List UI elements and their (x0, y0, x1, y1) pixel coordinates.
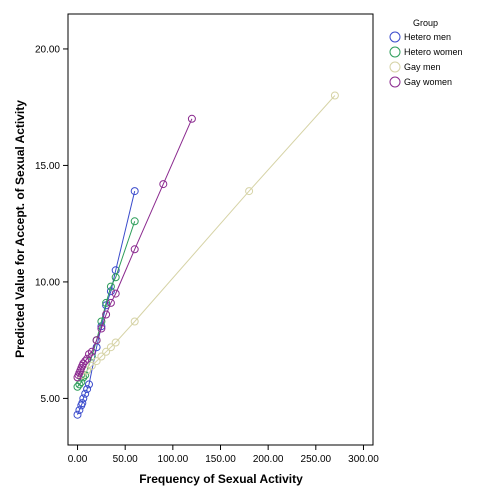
data-point (102, 298, 111, 307)
data-point (81, 357, 90, 366)
data-point (97, 352, 106, 361)
data-point (159, 180, 168, 189)
y-tick-label: 10.00 (35, 277, 60, 288)
legend-label: Hetero women (404, 47, 463, 57)
x-tick-label: 150.00 (205, 454, 236, 465)
data-point (102, 310, 111, 319)
data-point (106, 282, 115, 291)
x-axis-title: Frequency of Sexual Activity (139, 472, 303, 486)
data-point (130, 317, 139, 326)
data-point (330, 91, 339, 100)
x-axis: 0.00 50.00 100.00 150.00 200.00 250.00 300.00 (68, 445, 379, 465)
data-point (106, 298, 115, 307)
series-hetero-men (73, 187, 139, 419)
data-point (130, 245, 139, 254)
data-point (111, 338, 120, 347)
legend-label: Hetero men (404, 32, 451, 42)
data-point (87, 361, 96, 370)
data-point (75, 406, 84, 415)
plot-frame (67, 13, 374, 446)
data-point (102, 347, 111, 356)
data-point (79, 394, 88, 403)
legend-marker-icon (389, 46, 401, 58)
x-tick-label: 300.00 (348, 454, 379, 465)
data-point (83, 385, 92, 394)
x-tick-label: 0.00 (68, 454, 88, 465)
data-point (97, 324, 106, 333)
y-tick-label: 15.00 (35, 161, 60, 172)
series-line (77, 95, 336, 378)
series-gay-women (73, 114, 196, 382)
data-point (87, 347, 96, 356)
legend-marker-icon (389, 61, 401, 73)
x-tick-label: 250.00 (301, 454, 332, 465)
y-tick-label: 20.00 (35, 44, 60, 55)
x-tick-label: 100.00 (158, 454, 189, 465)
data-point (111, 273, 120, 282)
legend: Group Hetero men Hetero women Gay men Gay w… (389, 18, 463, 88)
legend-marker-icon (389, 31, 401, 43)
data-point (92, 357, 101, 366)
series-layer (73, 91, 339, 419)
legend-label: Gay women (404, 77, 452, 87)
y-axis-title: Predicted Value for Accept. of Sexual Ac… (13, 100, 27, 358)
data-point (83, 354, 92, 363)
data-point (81, 389, 90, 398)
legend-marker-icon (389, 76, 401, 88)
series-line (77, 190, 136, 415)
x-tick-label: 50.00 (113, 454, 138, 465)
data-point (187, 114, 196, 123)
y-tick-label: 5.00 (41, 394, 61, 405)
data-point (92, 336, 101, 345)
data-point (73, 410, 82, 419)
x-tick-label: 200.00 (253, 454, 284, 465)
data-point (245, 187, 254, 196)
data-point (130, 217, 139, 226)
data-point (111, 289, 120, 298)
series-line (77, 118, 193, 378)
legend-title: Group (413, 18, 438, 28)
data-point (85, 380, 93, 389)
data-point (85, 350, 93, 359)
data-point (130, 187, 139, 196)
data-point (106, 343, 115, 352)
legend-label: Gay men (404, 62, 441, 72)
y-axis: 5.00 10.00 15.00 20.00 (35, 44, 68, 405)
series-gay-men (73, 91, 339, 382)
data-point (78, 399, 87, 408)
